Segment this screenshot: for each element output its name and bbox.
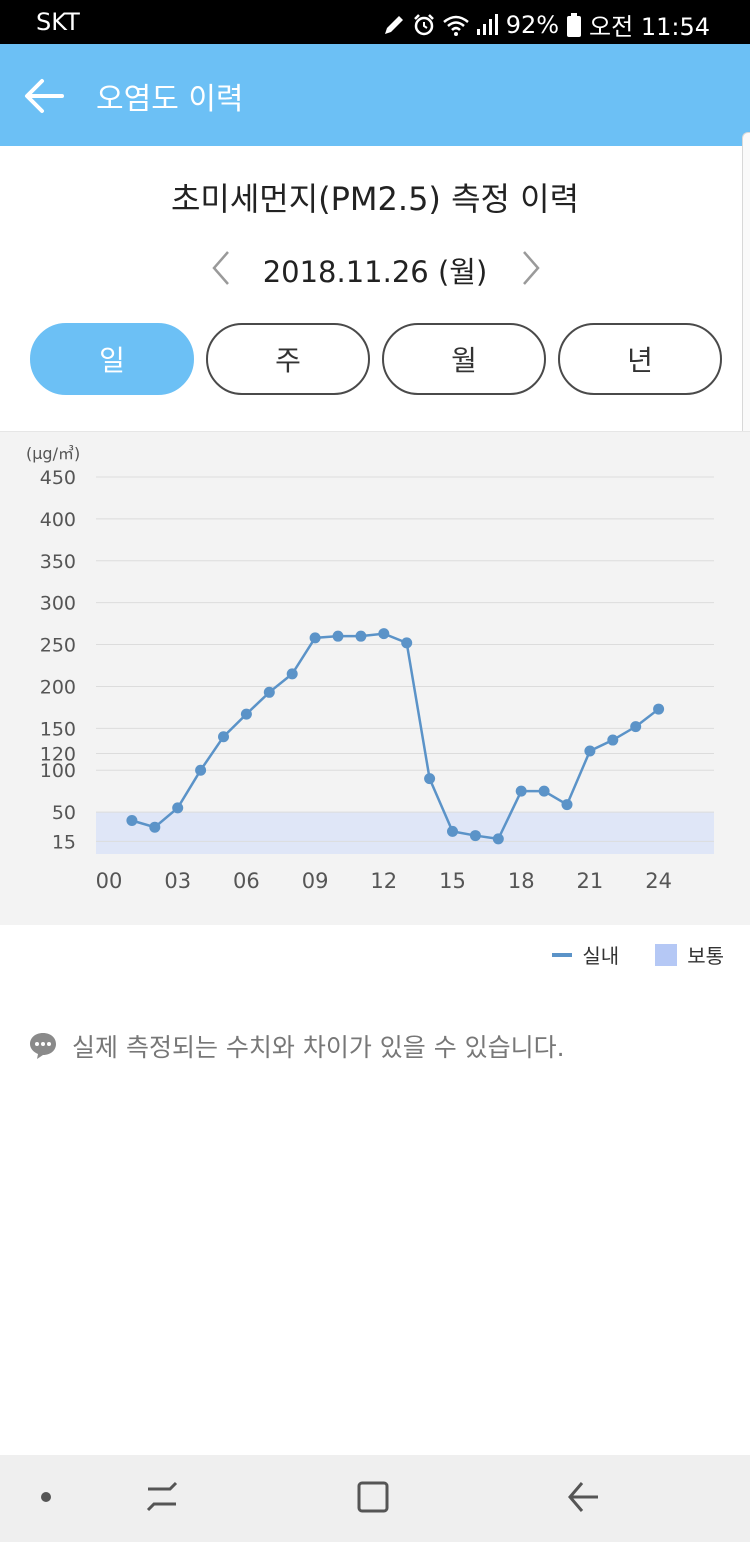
data-point bbox=[195, 764, 207, 776]
status-right: 92% 오전 11:54 bbox=[382, 7, 710, 42]
page-title: 초미세먼지(PM2.5) 측정 이력 bbox=[170, 180, 580, 218]
home-button[interactable] bbox=[333, 1455, 413, 1542]
data-point bbox=[515, 785, 527, 797]
app-bar: 오염도 이력 bbox=[0, 44, 750, 146]
battery-percent: 92% bbox=[505, 10, 560, 39]
recent-apps-icon bbox=[146, 1481, 178, 1512]
tab-day[interactable]: 일 bbox=[30, 323, 194, 395]
carrier-label: SKT bbox=[36, 8, 80, 36]
data-point bbox=[561, 799, 573, 811]
data-point bbox=[332, 630, 344, 642]
signal-icon bbox=[476, 13, 498, 35]
y-tick-label: 250 bbox=[40, 635, 76, 657]
data-point bbox=[240, 708, 252, 720]
y-tick-label: 120 bbox=[40, 743, 76, 765]
legend-line-swatch bbox=[552, 952, 573, 957]
x-tick-label: 18 bbox=[508, 869, 535, 893]
data-point bbox=[149, 821, 161, 833]
data-point bbox=[401, 637, 413, 649]
system-nav-bar bbox=[0, 1455, 750, 1542]
data-point bbox=[218, 731, 229, 743]
data-point bbox=[469, 830, 481, 842]
tab-week[interactable]: 주 bbox=[206, 323, 370, 395]
data-point bbox=[607, 734, 619, 746]
x-tick-label: 21 bbox=[577, 869, 604, 893]
edit-icon bbox=[384, 15, 403, 34]
chevron-left-icon bbox=[212, 251, 229, 285]
app-bar-title: 오염도 이력 bbox=[96, 82, 244, 117]
data-point bbox=[653, 703, 665, 715]
y-tick-label: 150 bbox=[40, 718, 76, 740]
chevron-right-icon bbox=[523, 251, 540, 285]
period-tabs: 일 주 월 년 bbox=[30, 323, 722, 397]
battery-icon bbox=[567, 12, 582, 37]
data-point bbox=[630, 721, 642, 733]
data-point bbox=[584, 745, 596, 757]
alarm-icon bbox=[413, 13, 434, 35]
date-navigator: 2018.11.26 (월) bbox=[0, 246, 750, 290]
data-point bbox=[172, 802, 184, 814]
y-tick-label: 300 bbox=[40, 593, 76, 615]
wifi-icon bbox=[442, 15, 469, 36]
y-tick-label: 200 bbox=[40, 676, 76, 698]
data-point bbox=[447, 825, 458, 837]
y-tick-label: 350 bbox=[40, 551, 76, 573]
data-point bbox=[126, 814, 138, 826]
data-point bbox=[378, 628, 390, 640]
y-tick-label: 15 bbox=[52, 831, 76, 853]
clock: 오전 11:54 bbox=[589, 13, 710, 41]
tab-year[interactable]: 년 bbox=[558, 323, 722, 395]
data-point bbox=[309, 632, 321, 644]
tab-month[interactable]: 월 bbox=[382, 323, 546, 395]
data-point bbox=[538, 785, 550, 797]
data-point bbox=[263, 686, 275, 698]
current-date: 2018.11.26 (월) bbox=[262, 255, 488, 289]
chart-panel: (μg/㎥) 450 400 350 300 250 200 150 120 100 50 15 00 0… bbox=[0, 431, 750, 925]
x-tick-label: 03 bbox=[164, 869, 191, 893]
y-tick-label: 100 bbox=[40, 760, 76, 782]
legend-line-label: 실내 bbox=[582, 944, 620, 968]
recent-apps-button[interactable] bbox=[122, 1455, 202, 1542]
x-tick-label: 00 bbox=[96, 869, 123, 893]
status-icons bbox=[382, 13, 498, 37]
status-bar: SKT 92% bbox=[0, 0, 750, 44]
back-arrow-icon bbox=[25, 79, 64, 113]
home-icon bbox=[357, 1481, 389, 1513]
normal-range-band bbox=[96, 812, 714, 854]
x-tick-label: 06 bbox=[233, 869, 260, 893]
notice: 실제 측정되는 수치와 차이가 있을 수 있습니다. bbox=[28, 1028, 565, 1064]
back-button[interactable] bbox=[22, 74, 66, 118]
next-date-button[interactable] bbox=[514, 246, 548, 290]
back-icon bbox=[568, 1482, 598, 1512]
data-point bbox=[355, 630, 367, 642]
x-tick-label: 09 bbox=[302, 869, 329, 893]
series-line bbox=[131, 632, 660, 841]
prev-date-button[interactable] bbox=[204, 246, 238, 290]
y-unit-label: (μg/㎥) bbox=[26, 444, 80, 463]
data-point bbox=[492, 833, 504, 845]
y-tick-label: 450 bbox=[40, 467, 76, 489]
x-tick-label: 12 bbox=[370, 869, 397, 893]
notice-text: 실제 측정되는 수치와 차이가 있을 수 있습니다. bbox=[72, 1033, 565, 1062]
data-point bbox=[286, 668, 298, 680]
nav-dot-button[interactable] bbox=[6, 1455, 86, 1542]
legend-band-label: 보통 bbox=[687, 944, 724, 968]
y-tick-label: 400 bbox=[40, 509, 76, 531]
speech-bubble-icon bbox=[30, 1033, 56, 1059]
legend-band-swatch bbox=[655, 943, 678, 966]
system-back-button[interactable] bbox=[544, 1455, 624, 1542]
x-tick-label: 24 bbox=[645, 869, 672, 893]
dot-icon bbox=[41, 1492, 51, 1502]
data-point bbox=[424, 773, 436, 785]
x-tick-label: 15 bbox=[439, 869, 466, 893]
chart-legend: 실내 보통 bbox=[552, 940, 724, 969]
y-tick-label: 50 bbox=[52, 802, 76, 824]
